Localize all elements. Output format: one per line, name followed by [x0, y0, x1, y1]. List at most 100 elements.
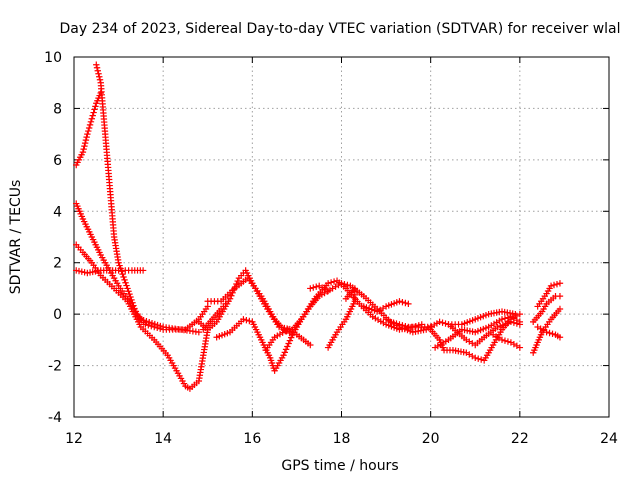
data-point — [157, 322, 164, 330]
x-tick-label: 22 — [511, 431, 529, 447]
data-point — [96, 73, 103, 80]
data-point — [501, 315, 509, 322]
y-tick-label: 0 — [53, 307, 62, 323]
data-point — [81, 269, 88, 276]
data-point — [73, 267, 80, 274]
data-point — [415, 322, 422, 329]
data-point — [93, 64, 101, 71]
data-point — [87, 118, 95, 125]
y-axis-label: SDTVAR / TECUs — [8, 180, 24, 295]
data-point — [80, 145, 87, 153]
data-point — [228, 292, 235, 299]
data-point — [344, 281, 351, 289]
data-point — [148, 319, 156, 327]
series-pass-j — [262, 326, 314, 354]
data-point — [89, 112, 96, 119]
x-tick-labels: 12 14 16 18 20 22 24 — [65, 431, 618, 447]
data-point — [94, 67, 101, 74]
data-point — [78, 268, 86, 275]
data-point — [83, 133, 90, 141]
data-point — [81, 139, 89, 147]
data-point — [501, 337, 509, 344]
tick-layer — [73, 56, 610, 418]
data-point — [90, 109, 97, 116]
data-point — [498, 316, 506, 323]
data-point — [550, 281, 558, 289]
series-pass-d — [73, 241, 211, 392]
data-point — [287, 334, 295, 341]
data-marks — [73, 61, 564, 392]
data-point — [436, 318, 443, 326]
data-point — [226, 295, 234, 302]
data-point — [95, 70, 102, 77]
data-point — [142, 321, 149, 328]
data-point — [282, 346, 290, 353]
data-point — [119, 270, 126, 278]
series-pass-r — [489, 331, 524, 351]
data-point — [151, 320, 159, 328]
data-point — [195, 328, 203, 336]
data-point — [307, 341, 314, 349]
data-point — [342, 295, 350, 302]
data-point — [140, 317, 147, 324]
x-tick-label: 12 — [65, 431, 83, 447]
y-tick-label: 6 — [53, 153, 62, 169]
y-tick-label: -4 — [48, 410, 62, 426]
series-pass-b — [93, 61, 211, 333]
data-point — [546, 329, 553, 337]
x-tick-label: 16 — [243, 431, 261, 447]
data-point — [92, 103, 99, 110]
series-pass-g — [204, 274, 296, 338]
data-point — [124, 285, 131, 292]
data-point — [396, 298, 403, 305]
data-point — [93, 61, 100, 68]
x-tick-label: 24 — [600, 431, 618, 447]
data-point — [126, 290, 133, 298]
data-point — [516, 344, 524, 351]
data-point — [243, 316, 250, 324]
data-point — [556, 292, 564, 300]
data-point — [96, 76, 104, 83]
data-point — [240, 316, 247, 323]
data-point — [84, 130, 91, 138]
data-point — [556, 305, 564, 313]
data-point — [143, 318, 150, 325]
data-point — [310, 284, 317, 291]
data-point — [405, 300, 412, 308]
y-tick-label: 4 — [53, 204, 62, 220]
data-point — [549, 330, 556, 338]
y-tick-label: 8 — [53, 101, 62, 117]
series-pass-m — [360, 298, 412, 315]
data-point — [547, 282, 555, 290]
chart-title: Day 234 of 2023, Sidereal Day-to-day VTE… — [59, 21, 620, 37]
x-tick-label: 14 — [154, 431, 172, 447]
data-point — [280, 352, 287, 359]
data-point — [81, 142, 88, 150]
series-pass-e — [73, 267, 147, 277]
data-point — [122, 279, 129, 286]
data-point — [82, 136, 90, 144]
data-point — [285, 340, 292, 347]
data-point — [125, 288, 132, 295]
data-point — [75, 267, 83, 275]
data-point — [498, 336, 506, 344]
data-point — [146, 318, 153, 326]
data-point — [234, 277, 241, 285]
data-point — [86, 121, 94, 129]
data-point — [120, 273, 127, 281]
data-point — [556, 334, 564, 341]
x-axis-label: GPS time / hours — [281, 458, 398, 474]
series-pass-u — [534, 280, 564, 310]
data-point — [504, 338, 512, 345]
series-pass-i — [200, 300, 229, 333]
data-point — [79, 148, 87, 156]
data-point — [472, 354, 479, 362]
data-point — [116, 262, 123, 269]
series-pass-h — [213, 277, 425, 374]
data-point — [477, 356, 485, 363]
data-point — [556, 280, 564, 287]
x-tick-label: 20 — [422, 431, 440, 447]
data-point — [327, 279, 335, 286]
series-pass-l — [324, 285, 359, 351]
data-point — [154, 321, 161, 329]
